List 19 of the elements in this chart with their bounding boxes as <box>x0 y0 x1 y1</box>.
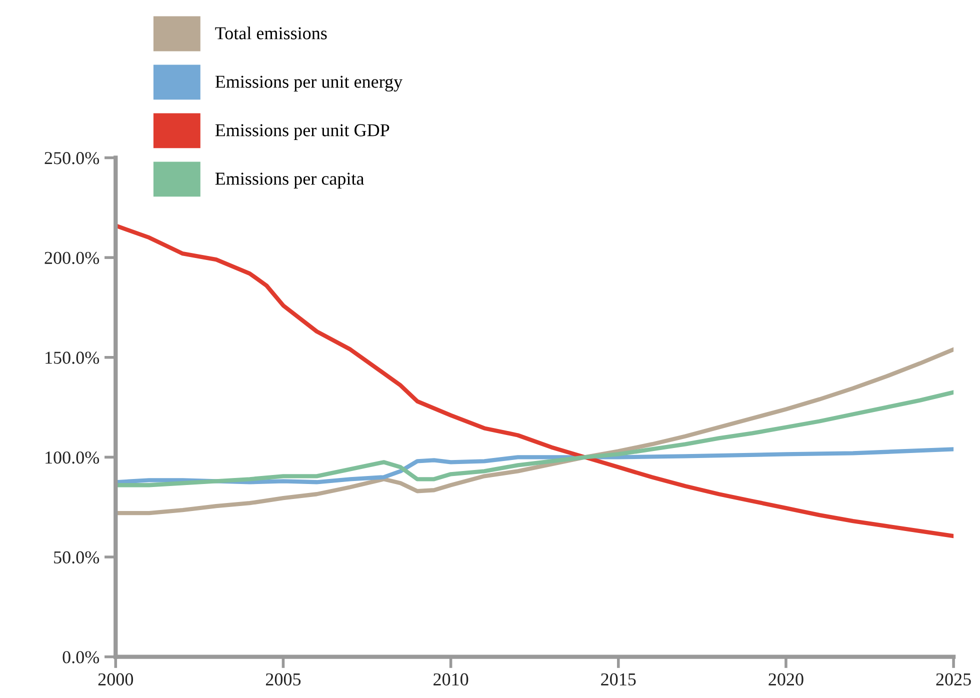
x-tick-label: 2020 <box>768 673 804 686</box>
x-tick-label: 2005 <box>266 673 301 686</box>
line-series <box>116 347 954 516</box>
y-tick-label: 100.0% <box>46 451 100 464</box>
y-tick-label: 50.0% <box>54 551 100 564</box>
x-tick-label: 2010 <box>434 673 468 686</box>
line-series <box>116 390 954 488</box>
y-tick-label: 250.0% <box>44 152 100 164</box>
legend-label: Emissions per capita <box>215 172 364 188</box>
y-tick-label: 0.0% <box>62 651 100 664</box>
line-series <box>116 224 954 538</box>
x-tick-label: 2000 <box>98 673 134 686</box>
x-tick-label: 2025 <box>936 673 971 686</box>
x-tick-label: 2015 <box>601 673 636 686</box>
y-tick-label: 150.0% <box>46 352 100 364</box>
y-tick-label: 200.0% <box>44 252 100 264</box>
legend-label: Emissions per unit energy <box>215 76 402 92</box>
legend-label: Emissions per unit GDP <box>215 124 390 140</box>
legend-label: Total emissions <box>215 26 327 40</box>
